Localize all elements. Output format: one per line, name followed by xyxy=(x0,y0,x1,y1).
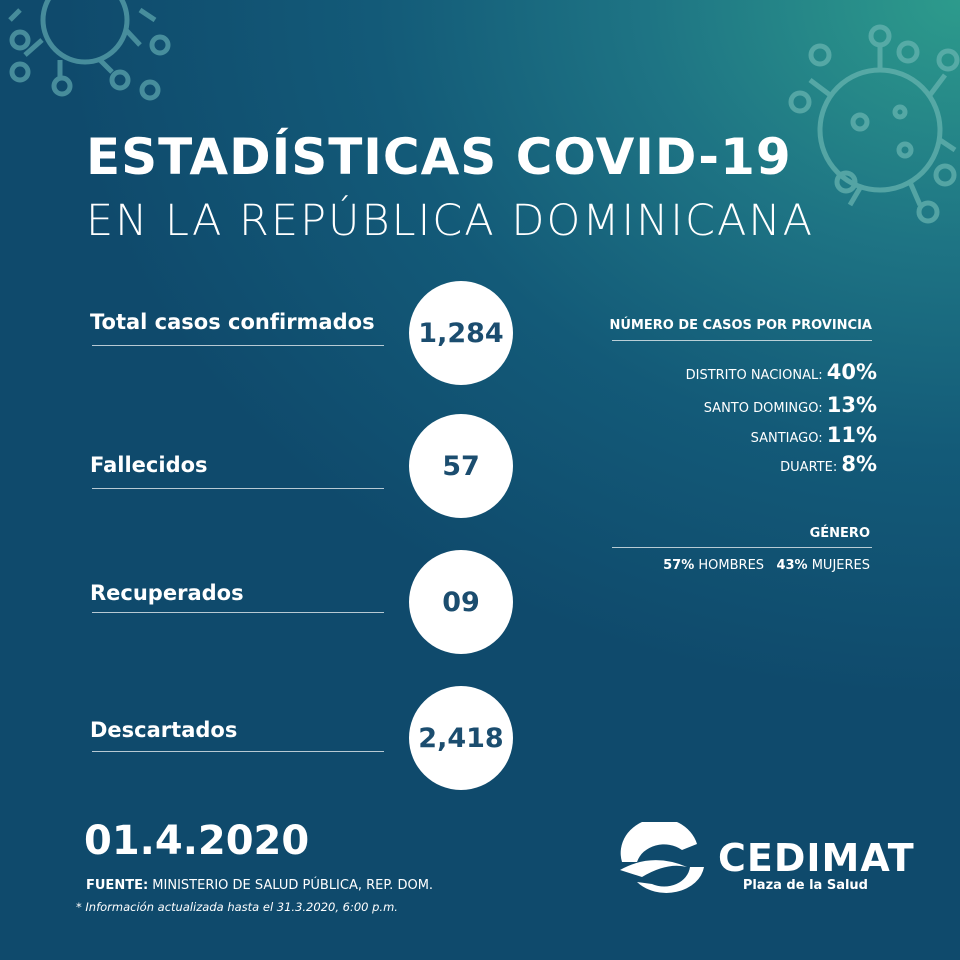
divider xyxy=(92,488,384,489)
provinces-title: NÚMERO DE CASOS POR PROVINCIA xyxy=(609,318,872,333)
stat-value: 57 xyxy=(409,414,513,518)
gender-label: MUJERES xyxy=(811,558,870,573)
divider xyxy=(92,751,384,752)
divider xyxy=(92,612,384,613)
title: ESTADÍSTICAS COVID-19 xyxy=(86,128,792,186)
logo-tagline: Plaza de la Salud xyxy=(742,878,868,893)
stat-value: 1,284 xyxy=(409,281,513,385)
province-name: DUARTE: xyxy=(780,460,838,475)
divider xyxy=(92,345,384,346)
logo-name: CEDIMAT xyxy=(718,836,915,880)
date: 01.4.2020 xyxy=(84,818,310,864)
subtitle: EN LA REPÚBLICA DOMINICANA xyxy=(86,196,814,246)
province-value: 13% xyxy=(826,393,877,417)
province-row: SANTO DOMINGO: 13% xyxy=(704,393,877,417)
stat-value: 2,418 xyxy=(409,686,513,790)
logo-icon xyxy=(620,822,704,893)
province-name: SANTIAGO: xyxy=(750,431,823,446)
province-value: 40% xyxy=(826,360,877,384)
stat-label: Fallecidos xyxy=(90,453,208,477)
province-name: DISTRITO NACIONAL: xyxy=(685,368,823,383)
stat-label: Total casos confirmados xyxy=(90,310,375,334)
gender-value: 57% xyxy=(663,558,695,573)
stat-value: 09 xyxy=(409,550,513,654)
province-row: DUARTE: 8% xyxy=(780,452,877,476)
gender-label: HOMBRES xyxy=(698,558,765,573)
gender-row: 57% HOMBRES 43% MUJERES xyxy=(663,558,870,573)
gender-value: 43% xyxy=(776,558,808,573)
source-label: FUENTE: xyxy=(86,878,149,893)
source: FUENTE: MINISTERIO DE SALUD PÚBLICA, REP… xyxy=(86,878,433,893)
stat-label: Recuperados xyxy=(90,581,244,605)
source-text: MINISTERIO DE SALUD PÚBLICA, REP. DOM. xyxy=(152,878,434,893)
divider xyxy=(612,547,872,548)
province-value: 11% xyxy=(826,423,877,447)
province-row: DISTRITO NACIONAL: 40% xyxy=(686,360,877,384)
province-value: 8% xyxy=(841,452,877,476)
virus-icon xyxy=(788,24,960,224)
virus-icon xyxy=(8,0,171,101)
note: * Información actualizada hasta el 31.3.… xyxy=(76,900,398,914)
stat-label: Descartados xyxy=(90,718,238,742)
province-name: SANTO DOMINGO: xyxy=(703,401,823,416)
province-row: SANTIAGO: 11% xyxy=(751,423,877,447)
gender-title: GÉNERO xyxy=(809,526,870,541)
divider xyxy=(612,340,872,341)
